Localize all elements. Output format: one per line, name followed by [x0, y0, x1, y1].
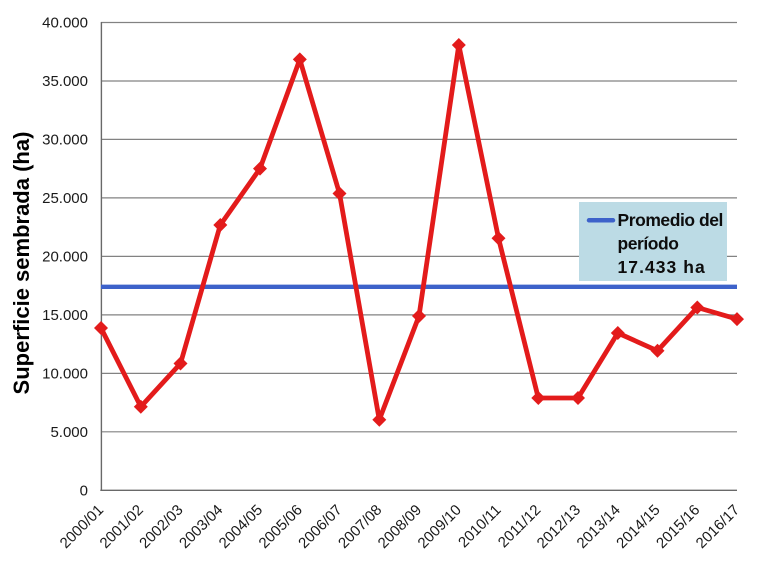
svg-text:40.000: 40.000	[42, 15, 88, 32]
svg-text:2010/11: 2010/11	[455, 502, 505, 552]
svg-text:2000/01: 2000/01	[57, 502, 107, 552]
svg-text:25.000: 25.000	[42, 190, 88, 207]
svg-text:2012/13: 2012/13	[534, 502, 584, 552]
svg-text:5.000: 5.000	[50, 424, 88, 441]
svg-text:2009/10: 2009/10	[415, 502, 465, 552]
svg-text:2006/07: 2006/07	[295, 502, 345, 552]
svg-text:2016/17: 2016/17	[693, 502, 743, 552]
svg-text:15.000: 15.000	[42, 307, 88, 324]
svg-text:20.000: 20.000	[42, 249, 88, 266]
svg-text:2002/03: 2002/03	[136, 502, 186, 552]
svg-text:0: 0	[80, 483, 88, 500]
svg-text:35.000: 35.000	[42, 73, 88, 90]
svg-text:2014/15: 2014/15	[613, 502, 663, 552]
svg-text:2004/05: 2004/05	[216, 502, 266, 552]
svg-text:17.433 ha: 17.433 ha	[618, 257, 706, 277]
svg-text:10.000: 10.000	[42, 366, 88, 383]
svg-text:2008/09: 2008/09	[375, 502, 425, 552]
svg-text:Promedio del: Promedio del	[618, 210, 723, 230]
svg-text:período: período	[618, 234, 679, 254]
svg-text:Superficie sembrada (ha): Superficie sembrada (ha)	[9, 132, 34, 395]
svg-text:30.000: 30.000	[42, 132, 88, 149]
